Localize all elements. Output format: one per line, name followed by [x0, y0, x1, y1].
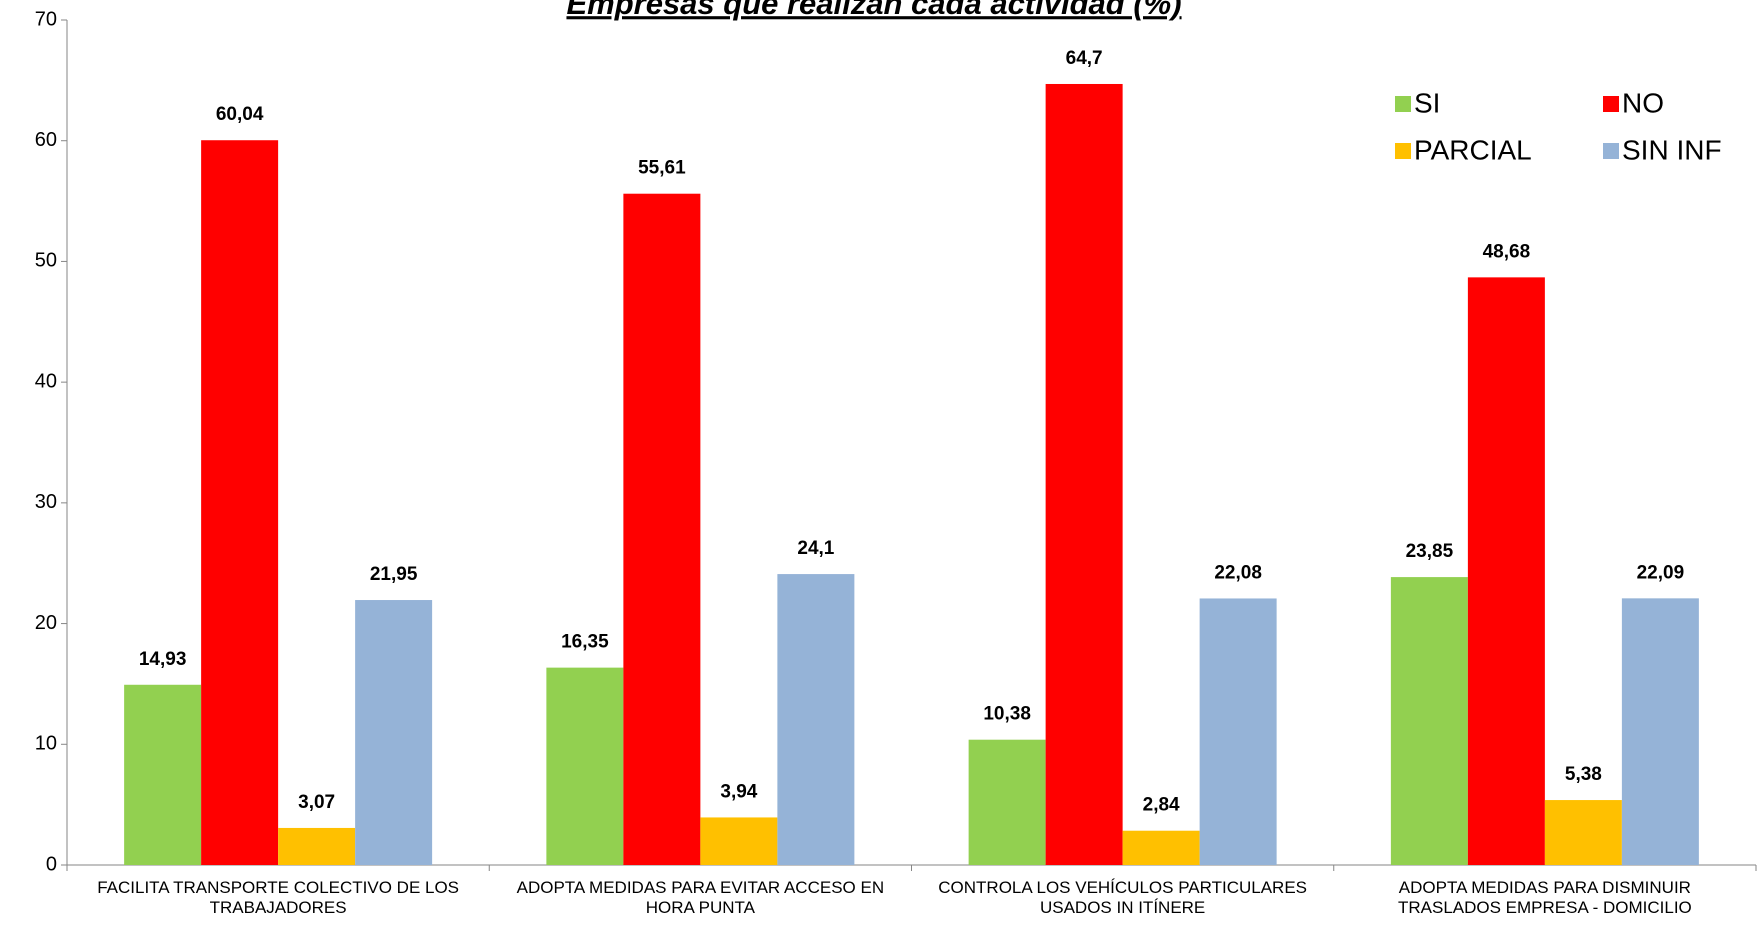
legend-label: NO	[1622, 87, 1664, 118]
legend-swatch	[1603, 96, 1619, 112]
value-label: 60,04	[216, 104, 264, 125]
legend-swatch	[1395, 143, 1411, 159]
legend-label: SIN INF	[1622, 134, 1722, 165]
value-label: 2,84	[1143, 795, 1180, 816]
y-tick-label: 10	[35, 733, 57, 755]
y-tick-label: 20	[35, 612, 57, 634]
bar	[1468, 277, 1545, 865]
value-label: 64,7	[1066, 48, 1103, 69]
y-tick-label: 30	[35, 491, 57, 513]
value-label: 24,1	[797, 538, 834, 559]
y-tick-label: 70	[35, 8, 57, 30]
bar	[1622, 598, 1699, 865]
value-label: 23,85	[1406, 541, 1454, 562]
value-label: 55,61	[638, 158, 686, 179]
bar	[777, 574, 854, 865]
x-tick-label: FACILITA TRANSPORTE COLECTIVO DE LOS TRA…	[87, 878, 469, 918]
page: Empresas que realizan cada actividad (%)…	[0, 0, 1758, 927]
value-label: 16,35	[561, 632, 609, 653]
x-tick-label: ADOPTA MEDIDAS PARA EVITAR ACCESO EN HOR…	[509, 878, 891, 918]
bar	[623, 194, 700, 865]
bar	[1123, 831, 1200, 865]
chart-title: Empresas que realizan cada actividad (%)	[566, 0, 1181, 21]
bar	[1200, 598, 1277, 865]
y-tick-label: 40	[35, 370, 57, 392]
value-label: 22,08	[1214, 562, 1262, 583]
value-label: 3,94	[720, 781, 757, 802]
legend-swatch	[1603, 143, 1619, 159]
value-label: 22,09	[1637, 562, 1685, 583]
value-label: 5,38	[1565, 764, 1602, 785]
x-tick-label: CONTROLA LOS VEHÍCULOS PARTICULARES USAD…	[932, 878, 1314, 918]
value-label: 48,68	[1483, 241, 1531, 262]
bar	[1545, 800, 1622, 865]
bar	[969, 740, 1046, 865]
value-label: 10,38	[983, 704, 1031, 725]
value-label: 3,07	[298, 792, 335, 813]
bar	[1391, 577, 1468, 865]
bar	[278, 828, 355, 865]
chart: Empresas que realizan cada actividad (%)…	[0, 0, 1758, 927]
bar	[355, 600, 432, 865]
bar	[124, 685, 201, 865]
bar	[546, 668, 623, 865]
y-tick-label: 0	[46, 853, 57, 875]
x-tick-label: ADOPTA MEDIDAS PARA DISMINUIR TRASLADOS …	[1354, 878, 1736, 918]
value-label: 14,93	[139, 649, 187, 670]
bar	[700, 817, 777, 865]
bar	[1046, 84, 1123, 865]
value-label: 21,95	[370, 564, 418, 585]
bar	[201, 140, 278, 865]
legend-swatch	[1395, 96, 1411, 112]
y-tick-label: 50	[35, 250, 57, 272]
legend-label: PARCIAL	[1414, 134, 1532, 165]
y-tick-label: 60	[35, 129, 57, 151]
legend-label: SI	[1414, 87, 1440, 118]
